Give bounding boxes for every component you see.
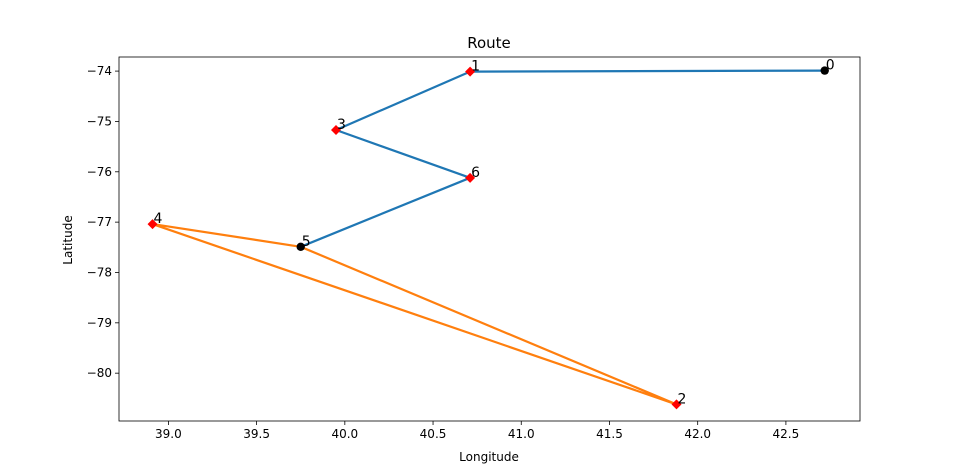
x-tick-label: 42.0 [684, 427, 711, 441]
plot-frame [118, 56, 861, 422]
x-tick-label: 41.5 [596, 427, 623, 441]
x-tick-label: 39.5 [243, 427, 270, 441]
x-tick-label: 41.0 [508, 427, 535, 441]
point-label-4: 4 [154, 211, 163, 227]
y-axis-label: Latitude [61, 215, 75, 264]
point-marker-4 [147, 219, 158, 230]
marker-layer [147, 66, 829, 410]
y-tick-label: −77 [87, 215, 112, 229]
y-tick-label: −74 [87, 64, 112, 78]
x-tick-label: 40.5 [420, 427, 447, 441]
point-label-3: 3 [337, 117, 346, 133]
x-tick-label: 39.0 [155, 427, 182, 441]
point-marker-0 [820, 66, 829, 75]
point-label-0: 0 [826, 58, 835, 74]
point-marker-1 [465, 66, 476, 77]
point-label-6: 6 [471, 165, 480, 181]
y-tick-label: −75 [87, 114, 112, 128]
y-axis-ticks: −74 −75 −76 −77 −78 −79 −80 [87, 64, 119, 380]
route-line-2 [151, 223, 678, 406]
x-tick-label: 40.0 [331, 427, 358, 441]
point-marker-2 [671, 399, 682, 410]
x-tick-label: 42.5 [773, 427, 800, 441]
plot-background [119, 57, 860, 421]
point-label-layer: 0 1 2 3 4 5 6 [154, 58, 835, 408]
x-axis-label: Longitude [459, 450, 519, 464]
point-label-2: 2 [678, 391, 687, 407]
x-axis-ticks: 39.0 39.5 40.0 40.5 41.0 41.5 42.0 42.5 [155, 421, 799, 441]
point-marker-6 [465, 172, 476, 183]
point-marker-3 [331, 125, 342, 136]
y-tick-label: −76 [87, 165, 112, 179]
point-label-1: 1 [471, 59, 480, 75]
chart-title: Route [467, 34, 511, 52]
y-tick-label: −79 [87, 316, 112, 330]
y-tick-label: −78 [87, 265, 112, 279]
y-tick-label: −80 [87, 366, 112, 380]
point-label-5: 5 [302, 234, 311, 250]
point-marker-5 [296, 242, 305, 252]
